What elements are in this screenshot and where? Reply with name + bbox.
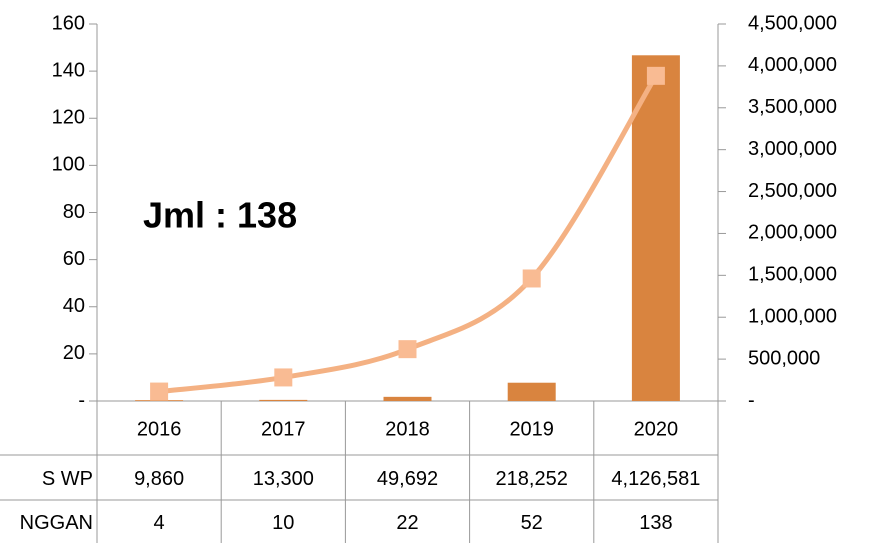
x-tick-label: 2018 bbox=[385, 418, 430, 440]
y-tick-label: 140 bbox=[52, 59, 85, 81]
table-value: 22 bbox=[396, 512, 418, 534]
y2-tick-label: 1,000,000 bbox=[748, 306, 837, 328]
table-value: 9,860 bbox=[134, 468, 184, 490]
y-tick-label: 120 bbox=[52, 107, 85, 129]
marker bbox=[646, 66, 665, 85]
table-value: 49,692 bbox=[377, 468, 438, 490]
y2-tick-label: - bbox=[748, 389, 755, 411]
table-value: 13,300 bbox=[253, 468, 314, 490]
y2-tick-label: 3,000,000 bbox=[748, 138, 837, 160]
y-tick-label: 20 bbox=[63, 342, 85, 364]
legend-label: S WP bbox=[42, 468, 93, 490]
bar bbox=[507, 382, 556, 401]
y-tick-label: 40 bbox=[63, 295, 85, 317]
y2-tick-label: 500,000 bbox=[748, 347, 820, 369]
table-value: 52 bbox=[521, 512, 543, 534]
bar bbox=[383, 396, 432, 401]
marker bbox=[274, 368, 293, 387]
y-tick-label: 100 bbox=[52, 154, 85, 176]
table-value: 4 bbox=[154, 512, 165, 534]
annotation: Jml : 138 bbox=[143, 195, 297, 236]
table-value: 138 bbox=[639, 512, 672, 534]
marker bbox=[522, 269, 541, 288]
bar bbox=[135, 400, 184, 401]
x-tick-label: 2016 bbox=[137, 418, 182, 440]
y-tick-label: 60 bbox=[63, 248, 85, 270]
marker bbox=[398, 340, 417, 359]
table-value: 10 bbox=[272, 512, 294, 534]
x-tick-label: 2017 bbox=[261, 418, 306, 440]
y-tick-label: - bbox=[78, 389, 85, 411]
y2-tick-label: 1,500,000 bbox=[748, 264, 837, 286]
y2-tick-label: 2,500,000 bbox=[748, 180, 837, 202]
y2-tick-label: 4,000,000 bbox=[748, 54, 837, 76]
table-value: 4,126,581 bbox=[611, 468, 700, 490]
marker bbox=[150, 382, 169, 401]
y2-tick-label: 2,000,000 bbox=[748, 222, 837, 244]
bar bbox=[631, 55, 680, 402]
x-tick-label: 2020 bbox=[634, 418, 679, 440]
y2-tick-label: 4,500,000 bbox=[748, 12, 837, 34]
bar bbox=[259, 399, 308, 401]
line bbox=[158, 74, 659, 395]
x-tick-label: 2019 bbox=[509, 418, 554, 440]
y-tick-label: 160 bbox=[52, 12, 85, 34]
y2-tick-label: 3,500,000 bbox=[748, 96, 837, 118]
legend-label: NGGAN bbox=[20, 512, 93, 534]
table-value: 218,252 bbox=[496, 468, 568, 490]
y-tick-label: 80 bbox=[63, 201, 85, 223]
